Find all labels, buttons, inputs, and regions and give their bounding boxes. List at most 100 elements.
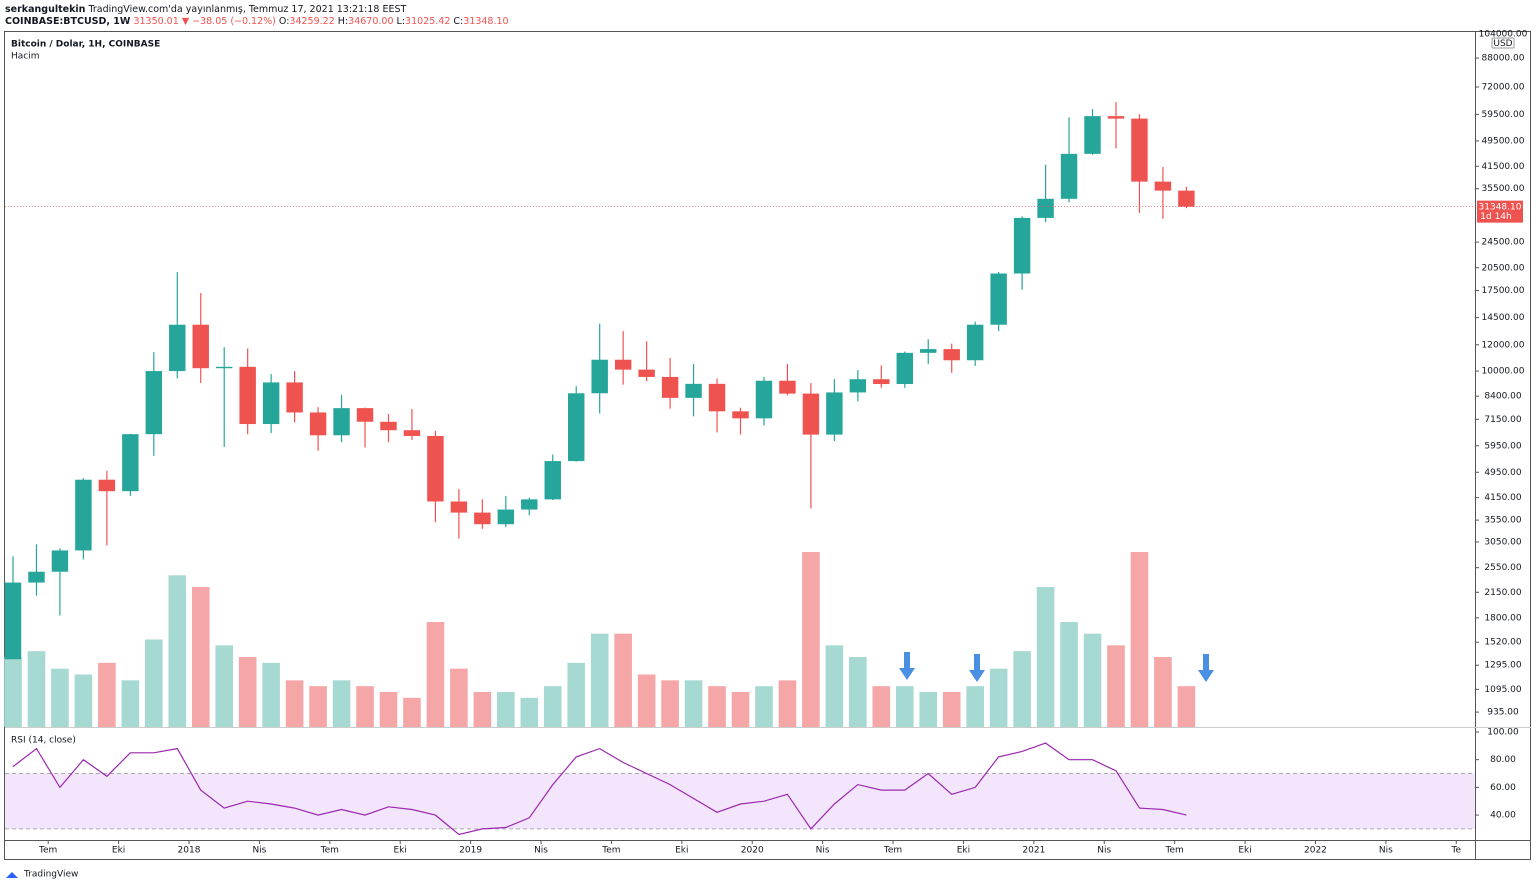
y-tick-label: 2150.00 (1484, 588, 1521, 598)
volume-bar (191, 587, 210, 727)
x-tick-label: 2021 (1022, 846, 1045, 856)
volume-bar (895, 686, 914, 727)
candle-body (28, 571, 45, 583)
y-tick-label: 1295.00 (1484, 661, 1521, 671)
candle-body (1013, 217, 1031, 274)
y-tick-label: 88000.00 (1482, 54, 1525, 64)
volume-bar (4, 657, 22, 727)
candle-body (708, 383, 726, 412)
volume-bar (98, 662, 116, 727)
volume-bar (684, 680, 703, 727)
candle-body (215, 366, 233, 369)
y-tick-label: 10000.00 (1482, 367, 1525, 377)
volume-bar (614, 633, 632, 727)
candle-body (1178, 190, 1195, 207)
volume-bar (238, 657, 257, 727)
symbol: COINBASE:BTCUSD, 1W (5, 16, 131, 27)
publisher: serkangultekin TradingView.com'da yayınl… (5, 4, 406, 15)
volume-bar (520, 697, 539, 727)
rsi-tick-label: 80.00 (1490, 755, 1516, 765)
candle-body (497, 509, 515, 525)
x-tick-label: Nis (816, 846, 830, 856)
candle-body (661, 376, 679, 398)
x-tick-label: Tem (883, 846, 902, 856)
y-tick-label: 1800.00 (1484, 613, 1521, 623)
y-tick-label: 72000.00 (1482, 82, 1525, 92)
candle-body (755, 380, 773, 419)
x-tick-label: Nis (534, 846, 548, 856)
last-price: 31350.01 (133, 16, 178, 27)
candle-body (896, 352, 913, 385)
volume-bar (1060, 622, 1078, 727)
candle-body (1131, 118, 1148, 182)
candle-body (732, 411, 749, 419)
x-tick-label: Te (1451, 846, 1462, 856)
candle-body (333, 408, 350, 436)
volume-bar (1083, 633, 1102, 727)
volume-bar (450, 668, 468, 727)
y-tick-label: 20500.00 (1482, 263, 1525, 273)
currency-box (1491, 37, 1515, 49)
candle-body (75, 479, 92, 551)
volume-bar (51, 668, 69, 727)
candle-body (51, 550, 69, 572)
y-tick-label: 7150.00 (1484, 415, 1521, 425)
volume-bar (989, 668, 1008, 727)
price-tag (1477, 200, 1523, 223)
volume-bar (332, 680, 351, 727)
arrows (899, 652, 1214, 682)
y-tick-label: 5950.00 (1484, 441, 1521, 451)
volume-bar (145, 639, 163, 727)
candle-body (450, 501, 468, 513)
y-tick-label: 24500.00 (1482, 238, 1525, 248)
volume-bar (567, 662, 586, 727)
candle-body (826, 392, 843, 435)
volume-bar (637, 674, 656, 727)
candle-body (262, 382, 280, 425)
rsi-tick-label: 40.00 (1490, 811, 1516, 821)
brand: TradingView (23, 870, 78, 880)
y-tick-label: 49500.00 (1482, 136, 1525, 146)
candle-body (309, 412, 327, 436)
y-tick-label: 8400.00 (1484, 392, 1521, 402)
candle-body (403, 430, 421, 436)
change: ▼ −38.05 (−0.12%) (182, 16, 276, 27)
candle-body (474, 512, 491, 525)
volume-label: Hacim (11, 52, 40, 62)
volume-bar (74, 674, 93, 727)
volume-bar (497, 692, 515, 727)
candle-body (1037, 198, 1054, 218)
candle-body (943, 349, 960, 361)
y-tick-label: 2550.00 (1484, 563, 1521, 573)
candle-body (122, 434, 139, 492)
logo (6, 872, 18, 878)
volume-bar (919, 692, 938, 727)
ohlc-value: 31025.42 (405, 16, 450, 27)
x-tick-label: Nis (1097, 846, 1111, 856)
currency: USD (1493, 39, 1512, 49)
rsi-label: RSI (14, close) (11, 736, 76, 746)
rsi-tick-label: 60.00 (1490, 783, 1516, 793)
y-tick-label: 3050.00 (1484, 537, 1521, 547)
volume-bar (802, 552, 820, 727)
candle-body (1107, 116, 1125, 119)
candle-body (591, 359, 608, 394)
publisher-name: serkangultekin (5, 4, 86, 15)
volume-bar (27, 651, 46, 727)
volume-bar (942, 692, 961, 727)
rsi-line (12, 742, 1187, 836)
volume-bar (661, 680, 679, 727)
volume-bar (708, 686, 726, 727)
volume-bar (215, 645, 234, 727)
x-tick-label: Tem (601, 846, 620, 856)
candle-body (145, 371, 163, 435)
volume-bar (1107, 645, 1125, 727)
x-tick-label: 2019 (459, 846, 482, 856)
y-tick-label: 14500.00 (1482, 313, 1525, 323)
candle-body (427, 435, 444, 502)
y-tick-label: 3550.00 (1484, 516, 1521, 526)
y-tick-label: 4950.00 (1484, 468, 1521, 478)
volume-bar (872, 686, 891, 727)
y-tick-label: 4150.00 (1484, 493, 1521, 503)
